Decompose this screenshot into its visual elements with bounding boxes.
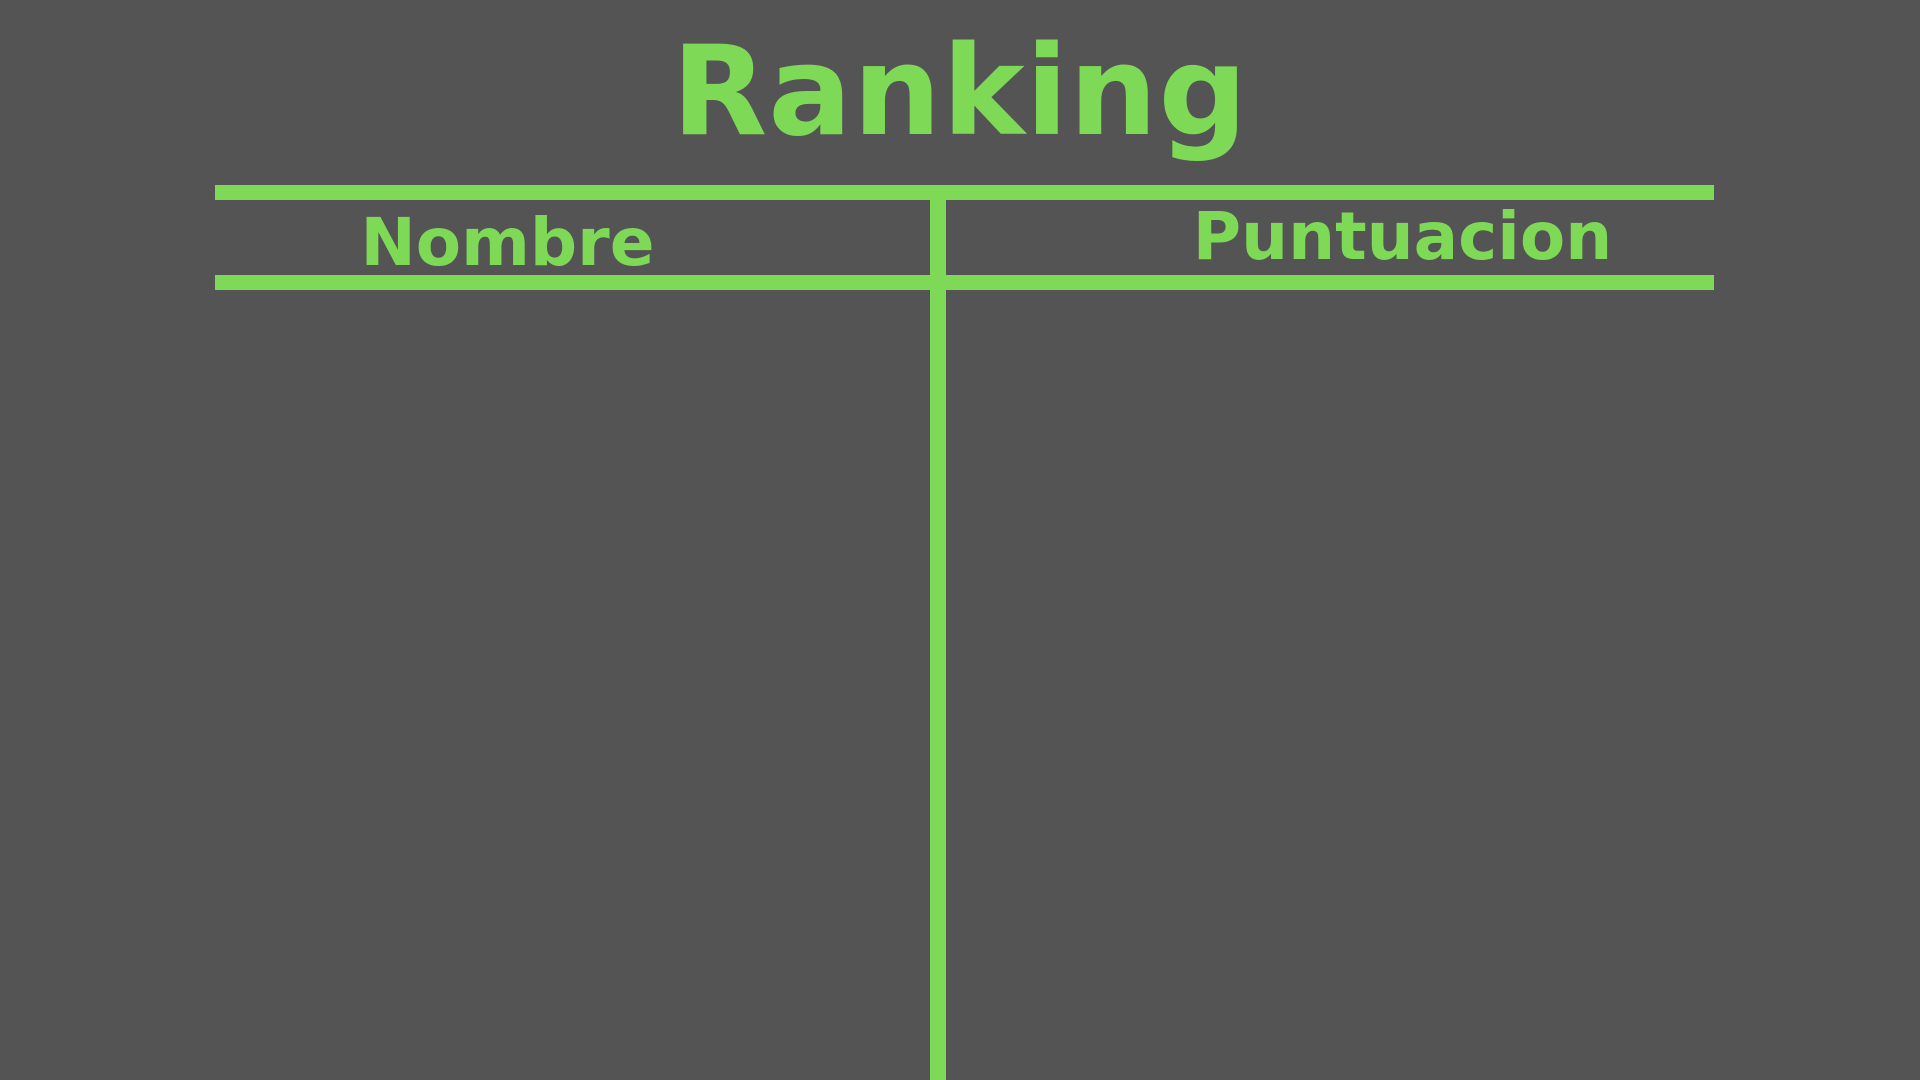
table-header-divider	[215, 275, 1714, 290]
ranking-title: Ranking	[671, 20, 1249, 164]
column-header-name: Nombre	[360, 204, 655, 281]
table-top-divider	[215, 185, 1714, 200]
table-column-divider	[930, 198, 946, 1080]
ranking-table-body	[215, 290, 1714, 1080]
column-header-score: Puntuacion	[1192, 198, 1613, 275]
